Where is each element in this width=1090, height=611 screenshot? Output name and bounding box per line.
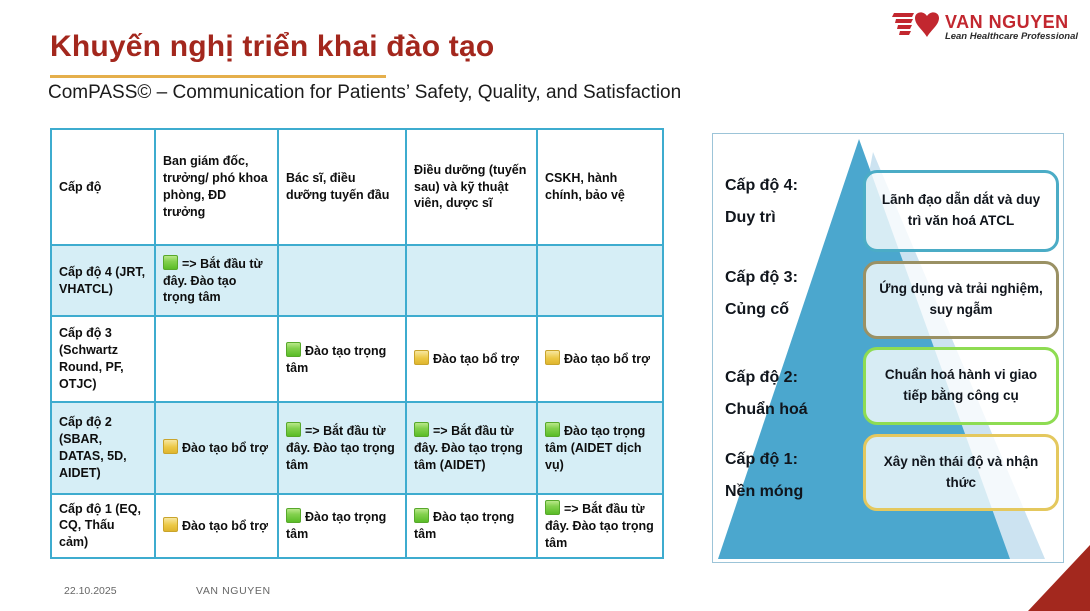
yellow-marker-icon <box>163 439 178 455</box>
green-marker-icon <box>414 422 429 438</box>
column-header: Điều dưỡng (tuyến sau) và kỹ thuật viên,… <box>405 128 538 246</box>
page-title: Khuyến nghị triển khai đào tạo <box>50 30 495 63</box>
corner-accent-triangle <box>1028 545 1090 611</box>
table-row: Cấp độ 2 (SBAR, DATAS, 5D, AIDET) Đào tạo… <box>50 401 664 495</box>
logo-tagline: Lean Healthcare Professional <box>944 30 1078 42</box>
level-name: Cấp độ 3: <box>725 269 798 286</box>
pyramid-box-text: Ứng dụng và trải nghiệm, suy ngẫm <box>879 281 1043 317</box>
cell-text: => Bắt đầu từ đây. Đào tạo trọng tâm <box>286 424 395 472</box>
matrix-cell: Đào tạo bổ trợ <box>154 401 279 495</box>
cell-text: Đào tạo bổ trợ <box>182 441 268 456</box>
matrix-cell <box>405 244 538 317</box>
pyramid-level-label: Cấp độ 3: Củng cố <box>725 262 863 326</box>
level-name: Cấp độ 1: <box>725 451 798 468</box>
row-label: Cấp độ 3 (Schwartz Round, PF, OTJC) <box>50 315 156 403</box>
cell-text: Đào tạo trọng tâm <box>414 510 515 542</box>
column-header: Ban giám đốc, trưởng/ phó khoa phòng, ĐD… <box>154 128 279 246</box>
cell-text: Đào tạo bổ trợ <box>433 352 519 367</box>
cell-text: => Bắt đầu từ đây. Đào tạo trọng tâm <box>163 256 263 305</box>
pyramid-level-box: Ứng dụng và trải nghiệm, suy ngẫm <box>863 261 1059 339</box>
cell-text: => Bắt đầu từ đây. Đào tạo trọng tâm (AI… <box>414 424 523 472</box>
cell-text: Đào tạo bổ trợ <box>564 352 650 367</box>
green-marker-icon <box>545 500 560 515</box>
pyramid-level-label: Cấp độ 2: Chuẩn hoá <box>725 362 863 426</box>
column-header: CSKH, hành chính, bảo vệ <box>536 128 664 246</box>
pyramid-box-text: Chuẩn hoá hành vi giao tiếp bằng công cụ <box>884 367 1038 403</box>
row-label: Cấp độ 4 (JRT, VHATCL) <box>50 244 156 317</box>
pyramid-box-text: Lãnh đạo dẫn dắt và duy trì văn hoá ATCL <box>881 192 1041 228</box>
matrix-cell <box>277 244 407 317</box>
footer-date: 22.10.2025 <box>64 585 117 597</box>
green-marker-icon <box>163 254 178 270</box>
matrix-cell: Đào tạo trọng tâm <box>405 493 538 559</box>
pyramid-level-box: Xây nền thái độ và nhận thức <box>863 434 1059 511</box>
footer-author: VAN NGUYEN <box>196 585 271 597</box>
logo-text: VAN NGUYEN Lean Healthcare Professional <box>945 13 1078 42</box>
training-matrix-table: Cấp độ Ban giám đốc, trưởng/ phó khoa phò… <box>50 128 664 559</box>
column-header: Bác sĩ, điều dưỡng tuyến đầu <box>277 128 407 246</box>
level-theme: Nền móng <box>725 483 804 500</box>
pyramid-box-text: Xây nền thái độ và nhận thức <box>883 453 1039 490</box>
matrix-cell: Đào tạo bổ trợ <box>536 315 664 403</box>
level-theme: Chuẩn hoá <box>725 401 808 418</box>
pyramid-level-box: Lãnh đạo dẫn dắt và duy trì văn hoá ATCL <box>863 170 1059 252</box>
table-row: Cấp độ 3 (Schwartz Round, PF, OTJC) Đào t… <box>50 315 664 403</box>
level-name: Cấp độ 2: <box>725 369 798 386</box>
cell-text: Đào tạo trọng tâm (AIDET dịch vụ) <box>545 424 646 472</box>
yellow-marker-icon <box>163 516 178 532</box>
brand-logo: VAN NGUYEN Lean Healthcare Professional <box>890 8 1078 47</box>
level-theme: Duy trì <box>725 209 776 226</box>
yellow-marker-icon <box>545 350 560 366</box>
matrix-cell: => Bắt đầu từ đây. Đào tạo trọng tâm <box>536 493 664 559</box>
row-label: Cấp độ 1 (EQ, CQ, Thấu cảm) <box>50 493 156 559</box>
green-marker-icon <box>286 508 301 524</box>
level-name: Cấp độ 4: <box>725 177 798 194</box>
table-header: Cấp độ Ban giám đốc, trưởng/ phó khoa phò… <box>50 128 664 246</box>
table-body: Cấp độ 4 (JRT, VHATCL) => Bắt đầu từ đây.… <box>50 244 664 559</box>
matrix-cell: Đào tạo trọng tâm (AIDET dịch vụ) <box>536 401 664 495</box>
table-row: Cấp độ 4 (JRT, VHATCL) => Bắt đầu từ đây.… <box>50 244 664 317</box>
matrix-cell: Đào tạo bổ trợ <box>154 493 279 559</box>
green-marker-icon <box>545 422 560 438</box>
cell-text: => Bắt đầu từ đây. Đào tạo trọng tâm <box>545 502 654 550</box>
matrix-cell: => Bắt đầu từ đây. Đào tạo trọng tâm (AI… <box>405 401 538 495</box>
slide-subtitle: ComPASS© – Communication for Patients’ S… <box>48 82 682 103</box>
matrix-cell: Đào tạo trọng tâm <box>277 493 407 559</box>
matrix-cell: => Bắt đầu từ đây. Đào tạo trọng tâm <box>154 244 279 317</box>
level-theme: Củng cố <box>725 301 789 318</box>
matrix-cell <box>536 244 664 317</box>
yellow-marker-icon <box>414 350 429 366</box>
column-header: Cấp độ <box>50 128 156 246</box>
table-row: Cấp độ 1 (EQ, CQ, Thấu cảm) Đào tạo bổ tr… <box>50 493 664 559</box>
matrix-cell: Đào tạo bổ trợ <box>405 315 538 403</box>
pyramid-level-label: Cấp độ 4: Duy trì <box>725 170 863 234</box>
matrix-cell <box>154 315 279 403</box>
green-marker-icon <box>286 341 301 357</box>
matrix-cell: => Bắt đầu từ đây. Đào tạo trọng tâm <box>277 401 407 495</box>
logo-heart-icon <box>890 8 940 47</box>
logo-name: VAN NGUYEN <box>944 12 1069 33</box>
pyramid-level-box: Chuẩn hoá hành vi giao tiếp bằng công cụ <box>863 347 1059 425</box>
header-row: Cấp độ Ban giám đốc, trưởng/ phó khoa phò… <box>50 128 664 246</box>
green-marker-icon <box>414 508 429 524</box>
cell-text: Đào tạo trọng tâm <box>286 343 387 375</box>
pyramid-level-label: Cấp độ 1: Nền móng <box>725 444 863 508</box>
row-label: Cấp độ 2 (SBAR, DATAS, 5D, AIDET) <box>50 401 156 495</box>
cell-text: Đào tạo bổ trợ <box>182 518 268 533</box>
title-underline-rule <box>50 75 386 78</box>
green-marker-icon <box>286 422 301 438</box>
matrix-cell: Đào tạo trọng tâm <box>277 315 407 403</box>
pyramid-panel: Cấp độ 4: Duy trì Lãnh đạo dẫn dắt và duy … <box>712 133 1064 563</box>
cell-text: Đào tạo trọng tâm <box>286 510 387 542</box>
